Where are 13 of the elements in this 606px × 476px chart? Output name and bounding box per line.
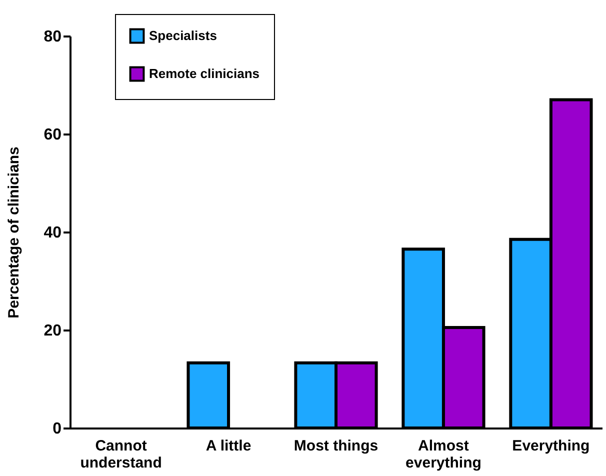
x-tick-label: Almost everything (406, 438, 482, 472)
y-tick-label: 40 (44, 224, 62, 242)
y-tick-label: 60 (44, 126, 62, 144)
y-tick-label: 0 (52, 420, 62, 438)
y-tick-label: 80 (44, 28, 62, 46)
x-tick-label: Everything (512, 438, 590, 454)
x-tick-label: Cannot understand (80, 438, 162, 472)
legend-label: Specialists (149, 28, 217, 43)
legend-label: Remote clinicians (149, 66, 260, 81)
y-tick-label: 20 (44, 322, 62, 340)
x-tick-label: Most things (294, 438, 378, 454)
x-tick-label: A little (206, 438, 252, 454)
y-axis-title: Percentage of clinicians (6, 146, 23, 318)
